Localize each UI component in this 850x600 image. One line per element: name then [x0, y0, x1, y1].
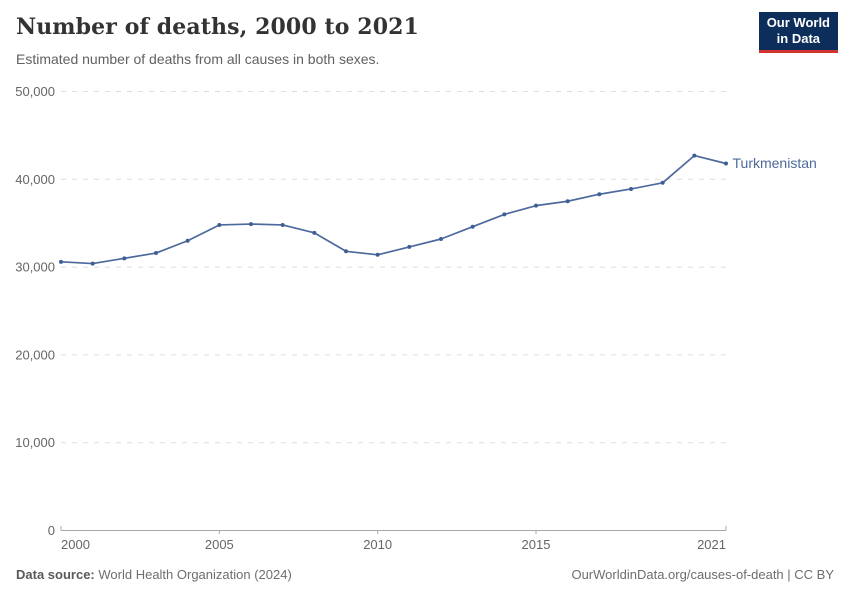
y-axis-tick-label: 50,000 [15, 84, 55, 99]
data-point-marker[interactable] [217, 222, 222, 227]
chart-footer: Data source: World Health Organization (… [16, 567, 834, 582]
x-axis-tick-label: 2021 [697, 537, 726, 552]
data-point-marker[interactable] [312, 230, 317, 235]
data-point-marker[interactable] [344, 249, 348, 254]
x-axis-tick-label: 2005 [205, 537, 234, 552]
chart-title: Number of deaths, 2000 to 2021 [16, 14, 419, 40]
data-point-marker[interactable] [122, 256, 127, 261]
data-source-label: Data source: [16, 567, 95, 582]
data-point-marker[interactable] [59, 259, 63, 264]
owid-logo-line1: Our World [766, 15, 830, 30]
data-point-marker[interactable] [660, 180, 665, 185]
data-point-marker[interactable] [470, 224, 475, 229]
owid-logo[interactable]: Our World in Data [758, 12, 838, 53]
data-point-marker[interactable] [154, 251, 158, 256]
data-point-marker[interactable] [249, 222, 253, 227]
credit-link[interactable]: OurWorldinData.org/causes-of-death | CC … [571, 567, 834, 582]
data-point-marker[interactable] [692, 153, 697, 158]
data-point-marker[interactable] [185, 238, 190, 243]
data-point-marker[interactable] [407, 244, 412, 249]
y-axis-tick-label: 10,000 [15, 435, 55, 450]
series-line-turkmenistan[interactable] [60, 154, 727, 265]
y-axis-tick-label: 40,000 [15, 172, 55, 187]
data-point-marker[interactable] [724, 161, 728, 166]
data-point-marker[interactable] [280, 222, 285, 227]
x-axis-tick-label: 2000 [61, 537, 90, 552]
data-point-marker[interactable] [375, 252, 380, 257]
x-axis-tick-label: 2010 [363, 537, 392, 552]
data-point-marker[interactable] [534, 203, 538, 208]
data-point-marker[interactable] [439, 237, 443, 242]
data-source-value: World Health Organization (2024) [98, 567, 292, 582]
owid-logo-line2: in Data [776, 31, 821, 46]
chart-subtitle: Estimated number of deaths from all caus… [16, 51, 380, 67]
data-point-marker[interactable] [597, 192, 602, 197]
data-point-marker[interactable] [90, 261, 95, 266]
data-point-marker[interactable] [565, 199, 570, 204]
data-source-note: Data source: World Health Organization (… [16, 567, 292, 582]
data-point-marker[interactable] [629, 186, 633, 191]
y-axis-tick-label: 0 [48, 523, 55, 538]
y-axis-tick-label: 30,000 [15, 260, 55, 275]
y-axis-tick-label: 20,000 [15, 347, 55, 362]
series-label-turkmenistan[interactable]: Turkmenistan [733, 155, 817, 171]
x-axis-tick-label: 2015 [522, 537, 551, 552]
data-point-marker[interactable] [502, 212, 507, 217]
